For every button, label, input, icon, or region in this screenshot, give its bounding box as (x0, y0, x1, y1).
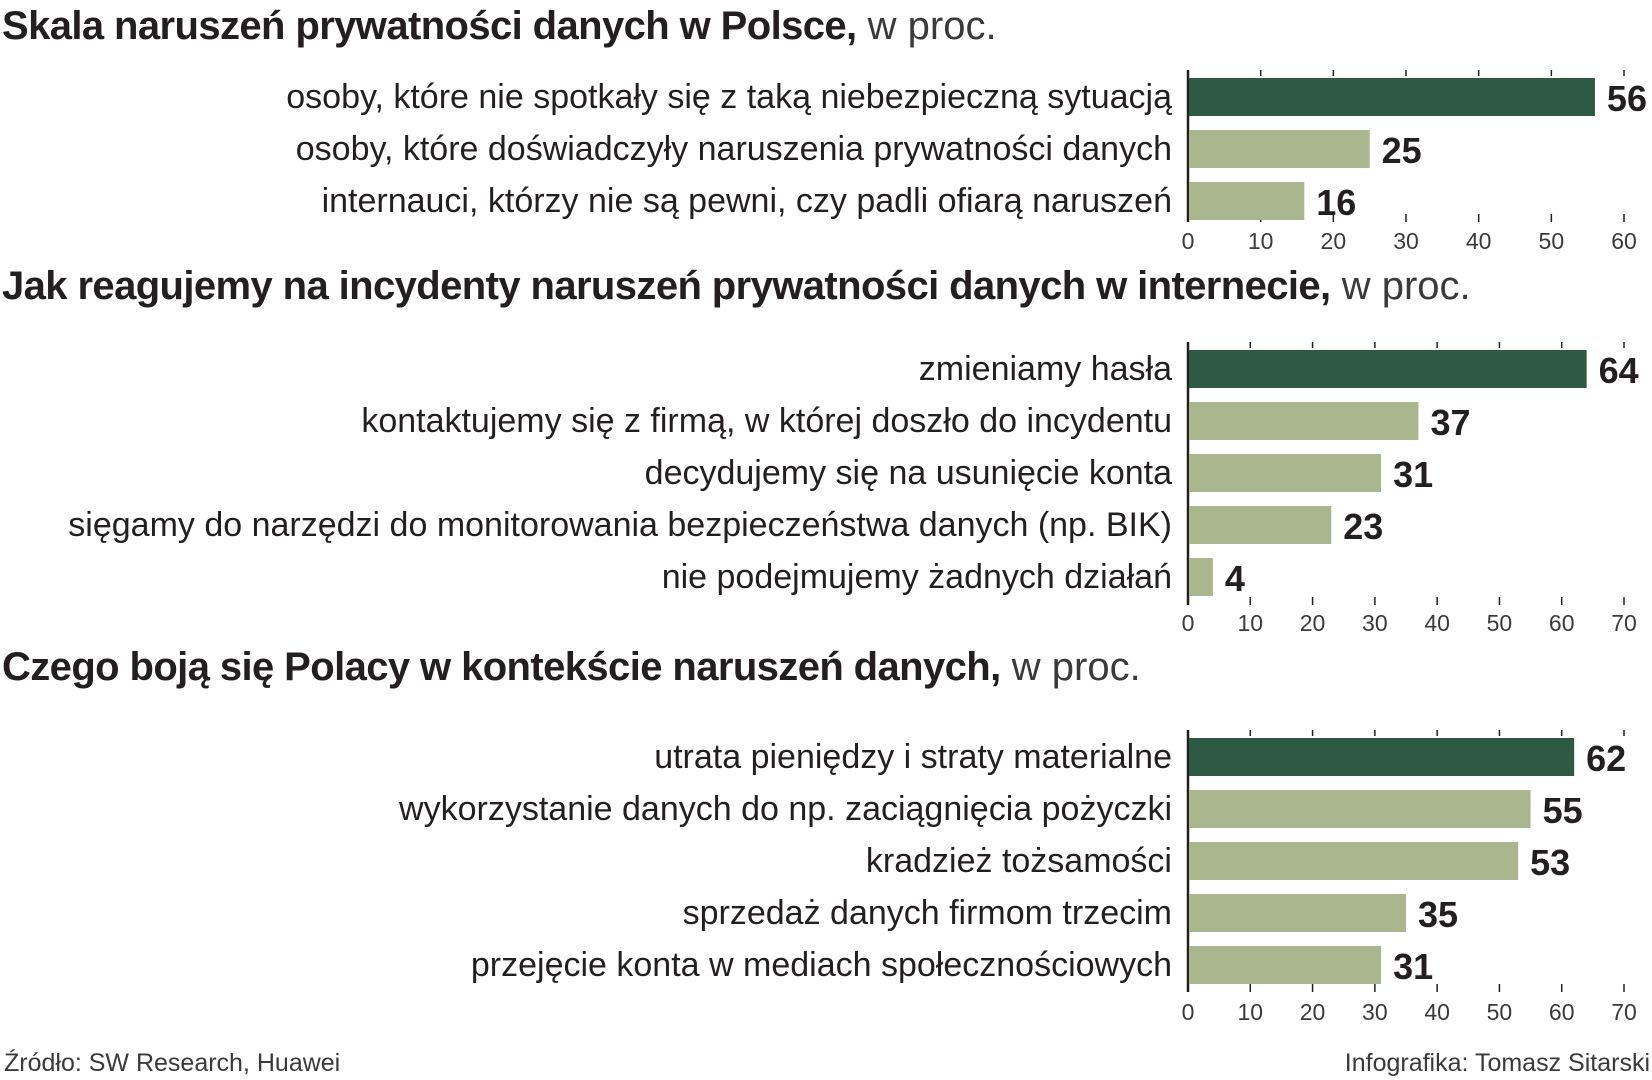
category-label: sięgamy do narzędzi do monitorowania bez… (68, 506, 1172, 544)
x-tick-label: 50 (1487, 999, 1513, 1025)
category-label: kradzież tożsamości (866, 842, 1172, 880)
category-label: internauci, którzy nie są pewni, czy pad… (322, 182, 1172, 220)
chart-incident-reactions: Jak reagujemy na incydenty naruszeń pryw… (0, 264, 1652, 640)
value-label: 62 (1586, 738, 1626, 779)
x-tick-label: 60 (1549, 610, 1575, 636)
value-label: 55 (1543, 790, 1583, 831)
value-label: 31 (1393, 946, 1433, 987)
category-label: nie podejmujemy żadnych działań (662, 558, 1172, 596)
chart-title: Jak reagujemy na incydenty naruszeń pryw… (2, 262, 1471, 310)
x-tick-label: 20 (1300, 610, 1326, 636)
bar-chart-svg: 0 10 20 30 40 50 60 osoby, które nie spotkały s… (286, 70, 1647, 254)
category-label: osoby, które doświadczyły naruszenia pry… (296, 130, 1172, 168)
x-tick-label: 0 (1182, 610, 1195, 636)
x-tick-label: 50 (1487, 610, 1513, 636)
x-tick-label: 10 (1237, 999, 1263, 1025)
x-tick-label: 40 (1424, 610, 1450, 636)
bar (1189, 558, 1213, 596)
category-label: zmieniamy hasła (919, 350, 1172, 388)
bar (1189, 130, 1370, 168)
value-label: 35 (1418, 894, 1458, 935)
value-label: 56 (1607, 78, 1647, 119)
category-label: wykorzystanie danych do np. zaciągnięcia… (398, 790, 1172, 828)
bar-highlight (1189, 78, 1595, 116)
chart-privacy-breach-scale: Skala naruszeń prywatności danych w Pols… (0, 0, 1652, 270)
bar-highlight (1189, 350, 1587, 388)
x-tick-label: 40 (1424, 999, 1450, 1025)
bar-highlight (1189, 738, 1575, 776)
chart-title-main: Skala naruszeń prywatności danych w Pols… (2, 4, 857, 48)
x-tick-label: 0 (1182, 228, 1195, 254)
category-label: przejęcie konta w mediach społecznościow… (471, 946, 1172, 984)
bar (1189, 182, 1305, 220)
x-tick-label: 30 (1393, 228, 1419, 254)
chart-title: Czego boją się Polacy w kontekście narus… (2, 643, 1141, 691)
x-tick-label: 60 (1611, 228, 1637, 254)
bar (1189, 454, 1382, 492)
chart-title-main: Jak reagujemy na incydenty naruszeń pryw… (2, 264, 1331, 308)
value-label: 25 (1382, 130, 1422, 171)
x-tick-label: 10 (1248, 228, 1274, 254)
bar (1189, 402, 1419, 440)
x-tick-label: 50 (1539, 228, 1565, 254)
category-label: sprzedaż danych firmom trzecim (683, 894, 1172, 932)
chart-title-main: Czego boją się Polacy w kontekście narus… (2, 645, 1001, 689)
x-tick-label: 0 (1182, 999, 1195, 1025)
chart-title-unit: w proc. (1011, 645, 1141, 689)
chart-privacy-fears: Czego boją się Polacy w kontekście narus… (0, 645, 1652, 1030)
x-tick-label: 10 (1237, 610, 1263, 636)
x-tick-label: 30 (1362, 610, 1388, 636)
infographic-credit: Infografika: Tomasz Sitarski (1344, 1049, 1650, 1077)
x-tick-label: 70 (1611, 610, 1637, 636)
x-tick-label: 20 (1321, 228, 1347, 254)
bar (1189, 506, 1332, 544)
x-tick-label: 20 (1300, 999, 1326, 1025)
bar (1189, 790, 1531, 828)
x-tick-label: 60 (1549, 999, 1575, 1025)
chart-title-unit: w proc. (867, 4, 997, 48)
bar-chart-svg: 0 10 20 30 40 50 60 70 zmieniamy hasła 64 kontaktu… (68, 342, 1639, 636)
value-label: 23 (1343, 506, 1383, 547)
bar (1189, 946, 1382, 984)
category-label: decydujemy się na usunięcie konta (645, 454, 1172, 492)
value-label: 4 (1225, 558, 1245, 599)
chart-title: Skala naruszeń prywatności danych w Pols… (2, 2, 997, 50)
x-tick-label: 30 (1362, 999, 1388, 1025)
category-label: utrata pieniędzy i straty materialne (654, 738, 1172, 776)
x-tick-label: 40 (1466, 228, 1492, 254)
bar (1189, 894, 1406, 932)
value-label: 64 (1599, 350, 1639, 391)
value-label: 31 (1393, 454, 1433, 495)
bar (1189, 842, 1519, 880)
source-note: Źródło: SW Research, Huawei (4, 1049, 341, 1077)
value-label: 37 (1430, 402, 1470, 443)
value-label: 16 (1316, 182, 1356, 223)
category-label: kontaktujemy się z firmą, w której doszł… (361, 402, 1172, 440)
category-label: osoby, które nie spotkały się z taką nie… (286, 78, 1172, 116)
x-tick-label: 70 (1611, 999, 1637, 1025)
chart-title-unit: w proc. (1341, 264, 1471, 308)
value-label: 53 (1530, 842, 1570, 883)
bar-chart-svg: 0 10 20 30 40 50 60 70 utrata pieniędzy i straty… (398, 730, 1637, 1025)
